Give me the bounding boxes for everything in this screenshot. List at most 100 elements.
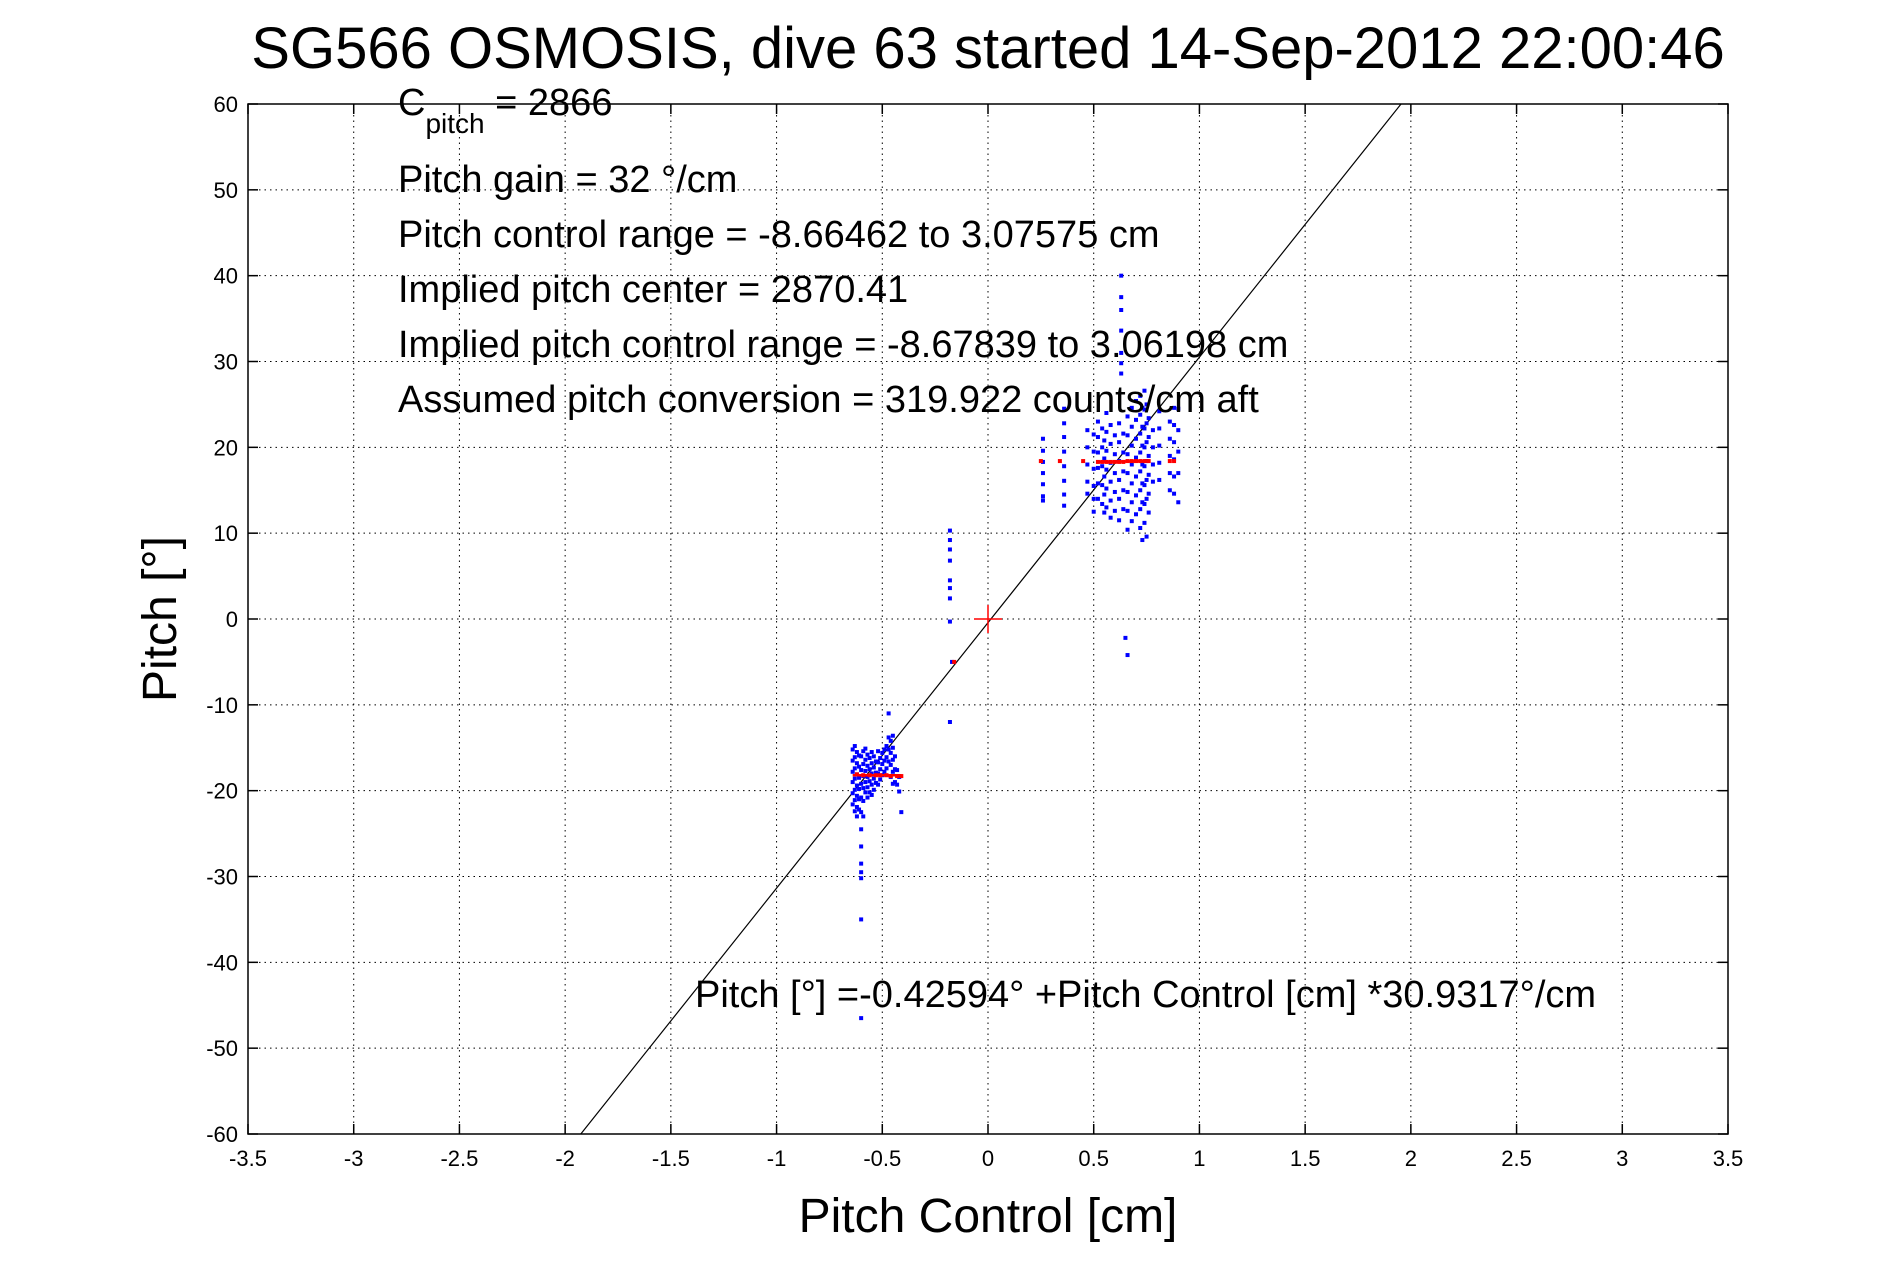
blue-data-point <box>1100 483 1105 488</box>
blue-data-point <box>1172 474 1177 479</box>
blue-data-point <box>1091 483 1096 488</box>
blue-data-point <box>1117 518 1122 523</box>
blue-data-point <box>1157 426 1162 431</box>
blue-data-point <box>947 558 952 563</box>
y-tick-label: -20 <box>206 779 238 804</box>
blue-data-point <box>869 771 874 776</box>
blue-data-point <box>895 782 900 787</box>
blue-data-point <box>1119 308 1124 312</box>
x-tick-label: 0.5 <box>1078 1146 1109 1171</box>
blue-data-point <box>888 762 893 767</box>
y-tick-label: -10 <box>206 693 238 718</box>
blue-data-point <box>1062 406 1067 411</box>
blue-data-point <box>1138 450 1143 455</box>
blue-data-point <box>854 814 859 819</box>
blue-data-point <box>1112 489 1117 494</box>
blue-data-point <box>859 844 864 849</box>
blue-data-point <box>859 810 864 815</box>
blue-data-point <box>1085 462 1090 467</box>
blue-data-point <box>1167 419 1172 424</box>
y-tick-label: 60 <box>214 92 238 117</box>
blue-data-point <box>857 786 862 791</box>
blue-data-point <box>1121 469 1126 474</box>
x-tick-label: -3 <box>344 1146 364 1171</box>
x-tick-label: -1.5 <box>652 1146 690 1171</box>
blue-data-point <box>854 804 859 809</box>
blue-data-point <box>1140 443 1145 448</box>
blue-data-point <box>1102 492 1107 497</box>
blue-data-point <box>861 762 866 767</box>
blue-data-point <box>1146 453 1151 458</box>
blue-data-point <box>1142 483 1147 488</box>
blue-data-point <box>1140 500 1145 505</box>
blue-data-point <box>1091 509 1096 514</box>
implied-center-annotation: Implied pitch center = 2870.41 <box>398 269 908 311</box>
blue-data-point <box>1134 398 1138 403</box>
blue-data-point <box>859 876 864 881</box>
blue-data-point <box>1134 512 1138 517</box>
blue-data-point <box>859 768 864 773</box>
blue-data-point <box>1104 411 1109 415</box>
blue-data-point <box>865 763 870 768</box>
x-tick-label: -2.5 <box>440 1146 478 1171</box>
blue-data-point <box>888 738 893 743</box>
blue-data-point <box>1134 474 1138 479</box>
blue-data-point <box>857 753 862 758</box>
blue-data-point <box>1142 388 1147 393</box>
cpitch-base: C <box>398 82 425 124</box>
blue-data-point <box>1062 492 1067 497</box>
blue-data-point <box>1125 433 1130 438</box>
blue-data-point <box>876 782 881 787</box>
blue-data-point <box>1150 479 1155 484</box>
blue-data-point <box>1095 450 1100 455</box>
blue-data-point <box>886 747 891 752</box>
x-axis-label: Pitch Control [cm] <box>799 1190 1178 1243</box>
blue-data-point <box>1138 526 1143 531</box>
blue-data-point <box>1144 440 1149 445</box>
y-axis-ticks: -60 -50 -40 -30 -20 -10 0 10 20 30 40 50 60 <box>206 92 1728 1147</box>
blue-data-point <box>876 749 881 754</box>
blue-data-point <box>1134 417 1138 422</box>
blue-data-point <box>1102 438 1107 443</box>
blue-data-point <box>888 750 893 755</box>
x-tick-label: 0 <box>982 1146 994 1171</box>
blue-data-point <box>1146 491 1151 496</box>
blue-data-point <box>1134 493 1138 498</box>
blue-data-point <box>1172 440 1177 445</box>
blue-data-point <box>867 756 872 761</box>
blue-data-point <box>1119 328 1124 333</box>
red-data-point <box>1057 459 1062 464</box>
blue-data-point <box>1104 505 1109 510</box>
blue-data-point <box>869 792 874 797</box>
blue-data-point <box>1129 481 1134 486</box>
blue-data-point <box>1119 273 1124 278</box>
x-tick-label: 2 <box>1405 1146 1417 1171</box>
blue-data-point <box>890 781 895 786</box>
blue-data-point <box>852 787 857 792</box>
blue-data-point <box>1121 450 1126 455</box>
blue-data-point <box>1112 471 1117 476</box>
y-tick-label: -40 <box>206 950 238 975</box>
blue-data-point <box>1121 507 1126 512</box>
blue-data-point <box>1142 520 1147 525</box>
blue-data-point <box>1095 435 1100 440</box>
blue-data-point <box>1125 508 1130 513</box>
blue-data-point <box>1146 472 1151 477</box>
blue-data-point <box>1176 500 1181 505</box>
red-data-point <box>1172 459 1177 464</box>
blue-data-point <box>876 771 881 776</box>
cpitch-annotation: Cpitch = 2866 <box>398 82 612 139</box>
blue-data-point <box>863 757 868 762</box>
blue-data-point <box>1108 479 1113 484</box>
control-range-annotation: Pitch control range = -8.66462 to 3.0757… <box>398 214 1160 256</box>
blue-data-point <box>861 814 866 819</box>
blue-data-point <box>947 538 952 543</box>
blue-data-point <box>1104 429 1109 434</box>
blue-data-point <box>863 780 868 785</box>
blue-data-point <box>882 769 887 774</box>
blue-data-point <box>1119 295 1124 300</box>
cpitch-subscript: pitch <box>425 108 484 139</box>
blue-data-point <box>1172 491 1177 496</box>
y-axis-label: Pitch [°] <box>134 536 187 702</box>
